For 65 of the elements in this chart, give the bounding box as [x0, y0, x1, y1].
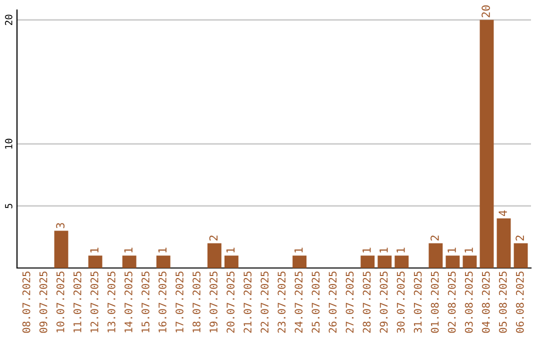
x-tick-label: 19.07.2025 [210, 272, 218, 332]
x-tick-label: 30.07.2025 [396, 272, 405, 333]
bar [54, 230, 68, 268]
data-label: 1 [464, 248, 473, 252]
x-tick-label: 09.07.2025 [39, 272, 48, 333]
x-tick-label: 13.07.2025 [107, 272, 116, 332]
x-tick-label: 14.07.2025 [124, 272, 132, 332]
x-tick-label: 26.07.2025 [328, 272, 337, 333]
x-tick-label: 27.07.2025 [346, 272, 354, 333]
y-tick-label: 5 [5, 204, 12, 208]
data-label: 2 [516, 236, 524, 241]
data-label: 1 [380, 248, 388, 252]
x-tick-label: 12.07.2025 [90, 272, 98, 332]
bar [428, 243, 443, 268]
data-label: 1 [294, 248, 303, 252]
data-label: 2 [209, 236, 218, 241]
x-tick-label: 15.07.2025 [142, 272, 150, 332]
x-tick-label: 25.07.2025 [312, 272, 320, 333]
bar [224, 256, 238, 268]
data-label: 1 [362, 248, 371, 252]
x-tick-label: 18.07.2025 [192, 272, 200, 332]
x-tick-label: 29.07.2025 [380, 272, 388, 333]
x-tick-label: 04.08.2025 [482, 272, 490, 333]
x-tick-label: 28.07.2025 [362, 272, 371, 333]
bar [156, 256, 170, 268]
x-tick-label: 06.08.2025 [516, 272, 524, 333]
data-label: 1 [124, 248, 132, 252]
bar [394, 256, 409, 268]
x-tick-label: 20.07.2025 [226, 272, 234, 333]
bar [88, 256, 102, 268]
bar [496, 218, 511, 268]
data-label: 1 [226, 248, 235, 252]
bar [462, 256, 477, 268]
x-tick-label: 21.07.2025 [244, 272, 252, 333]
bar [480, 20, 494, 268]
y-tick-label: 20 [4, 14, 12, 26]
x-tick-label: 11.07.2025 [73, 272, 82, 332]
data-label: 20 [482, 5, 490, 18]
data-label: 1 [158, 248, 166, 252]
bar [360, 256, 375, 268]
data-label: 4 [498, 210, 507, 216]
x-tick-label: 03.08.2025 [464, 272, 473, 333]
bar [514, 243, 528, 268]
bar [207, 243, 222, 268]
x-tick-label: 02.08.2025 [448, 272, 456, 333]
x-tick-label: 16.07.2025 [158, 272, 166, 332]
x-tick-label: 17.07.2025 [176, 272, 184, 332]
data-label: 1 [448, 248, 456, 252]
data-label: 3 [56, 223, 65, 228]
x-tick-label: 22.07.2025 [260, 272, 269, 333]
data-label: 2 [430, 236, 439, 241]
bar [446, 256, 460, 268]
x-tick-label: 08.07.2025 [22, 272, 30, 333]
data-label: 1 [90, 248, 98, 252]
bar [378, 256, 392, 268]
data-label: 1 [396, 248, 405, 252]
x-tick-label: 31.07.2025 [414, 272, 422, 333]
y-tick-label: 10 [4, 138, 12, 149]
x-tick-label: 24.07.2025 [294, 272, 303, 333]
bar [122, 256, 136, 268]
bar [292, 256, 307, 268]
x-tick-label: 10.07.2025 [56, 272, 64, 332]
x-tick-label: 23.07.2025 [278, 272, 286, 333]
x-tick-label: 01.08.2025 [430, 272, 439, 333]
x-tick-label: 05.08.2025 [498, 272, 507, 333]
